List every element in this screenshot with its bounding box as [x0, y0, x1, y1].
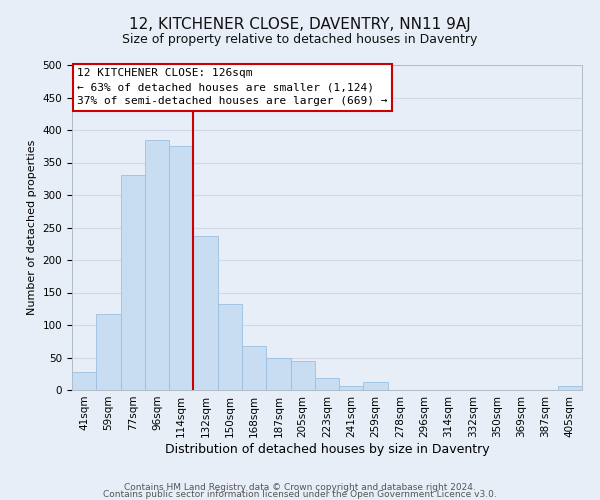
- Bar: [364, 382, 388, 390]
- Bar: [315, 378, 339, 390]
- Text: Size of property relative to detached houses in Daventry: Size of property relative to detached ho…: [122, 32, 478, 46]
- Bar: [169, 146, 193, 390]
- Bar: [242, 346, 266, 390]
- Bar: [558, 386, 582, 390]
- Bar: [290, 361, 315, 390]
- Y-axis label: Number of detached properties: Number of detached properties: [27, 140, 37, 315]
- Text: 12 KITCHENER CLOSE: 126sqm
← 63% of detached houses are smaller (1,124)
37% of s: 12 KITCHENER CLOSE: 126sqm ← 63% of deta…: [77, 68, 388, 106]
- Text: 12, KITCHENER CLOSE, DAVENTRY, NN11 9AJ: 12, KITCHENER CLOSE, DAVENTRY, NN11 9AJ: [129, 18, 471, 32]
- Bar: [218, 304, 242, 390]
- Bar: [72, 372, 96, 390]
- Text: Contains public sector information licensed under the Open Government Licence v3: Contains public sector information licen…: [103, 490, 497, 499]
- X-axis label: Distribution of detached houses by size in Daventry: Distribution of detached houses by size …: [164, 442, 490, 456]
- Bar: [266, 358, 290, 390]
- Bar: [121, 175, 145, 390]
- Bar: [193, 236, 218, 390]
- Bar: [339, 386, 364, 390]
- Bar: [96, 314, 121, 390]
- Text: Contains HM Land Registry data © Crown copyright and database right 2024.: Contains HM Land Registry data © Crown c…: [124, 483, 476, 492]
- Bar: [145, 140, 169, 390]
